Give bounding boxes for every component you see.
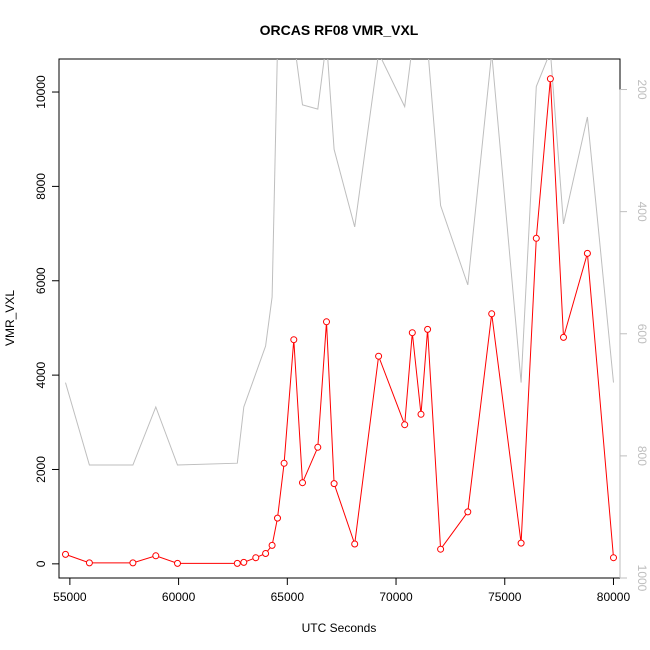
y-tick-label: 8000 xyxy=(34,173,48,200)
data-point xyxy=(262,550,270,557)
data-point xyxy=(290,336,298,344)
data-point xyxy=(233,559,241,567)
x-tick-label: 65000 xyxy=(271,590,305,604)
data-point xyxy=(152,552,160,560)
data-point xyxy=(464,508,472,516)
data-point xyxy=(488,310,496,318)
data-point xyxy=(546,75,554,83)
data-point xyxy=(583,249,591,257)
data-point xyxy=(351,540,359,548)
data-point xyxy=(401,421,409,429)
data-point xyxy=(174,559,181,567)
y-tick-label: 0 xyxy=(34,560,48,567)
x-axis: 55000 60000 65000 70000 75000 80000 xyxy=(53,577,631,604)
data-point xyxy=(610,554,617,562)
data-point xyxy=(299,479,306,487)
data-point xyxy=(532,234,540,242)
data-point xyxy=(375,352,383,360)
data-point xyxy=(85,559,93,567)
x-tick-label: 80000 xyxy=(597,590,631,604)
y-tick-label: 4000 xyxy=(34,361,48,388)
y2-axis: 200 400 600 800 1000 xyxy=(619,80,649,592)
series-line-right xyxy=(65,59,614,466)
data-point xyxy=(252,554,260,562)
data-point xyxy=(408,329,416,337)
data-point xyxy=(323,318,330,326)
x-tick-label: 55000 xyxy=(53,590,87,604)
y-tick-label: 10000 xyxy=(34,75,48,109)
data-point xyxy=(517,539,525,547)
y2-tick-label: 1000 xyxy=(635,565,649,592)
data-point xyxy=(274,514,281,522)
data-point xyxy=(62,550,69,558)
x-tick-label: 60000 xyxy=(162,590,196,604)
data-point xyxy=(330,480,338,488)
y2-tick-label: 800 xyxy=(635,446,649,466)
data-point xyxy=(280,459,288,467)
y2-tick-label: 400 xyxy=(635,202,649,222)
y-axis-label: VMR_VXL xyxy=(3,290,17,346)
y2-tick-label: 600 xyxy=(635,324,649,344)
data-point xyxy=(129,559,137,567)
data-point xyxy=(560,333,567,341)
series-layer xyxy=(62,59,617,567)
y-tick-label: 6000 xyxy=(34,267,48,294)
chart-title: ORCAS RF08 VMR_VXL xyxy=(260,22,419,38)
x-axis-label: UTC Seconds xyxy=(302,621,377,635)
y-tick-label: 2000 xyxy=(34,456,48,483)
data-point xyxy=(314,443,322,451)
data-point xyxy=(417,410,425,418)
series-line-left xyxy=(65,78,614,564)
y2-tick-label: 200 xyxy=(635,80,649,100)
x-tick-label: 70000 xyxy=(379,590,413,604)
x-tick-label: 75000 xyxy=(488,590,522,604)
data-point xyxy=(268,541,276,549)
data-point xyxy=(424,325,432,333)
data-point xyxy=(437,545,445,553)
y-axis: 0 2000 4000 6000 8000 10000 xyxy=(34,75,60,567)
data-point xyxy=(240,558,248,566)
